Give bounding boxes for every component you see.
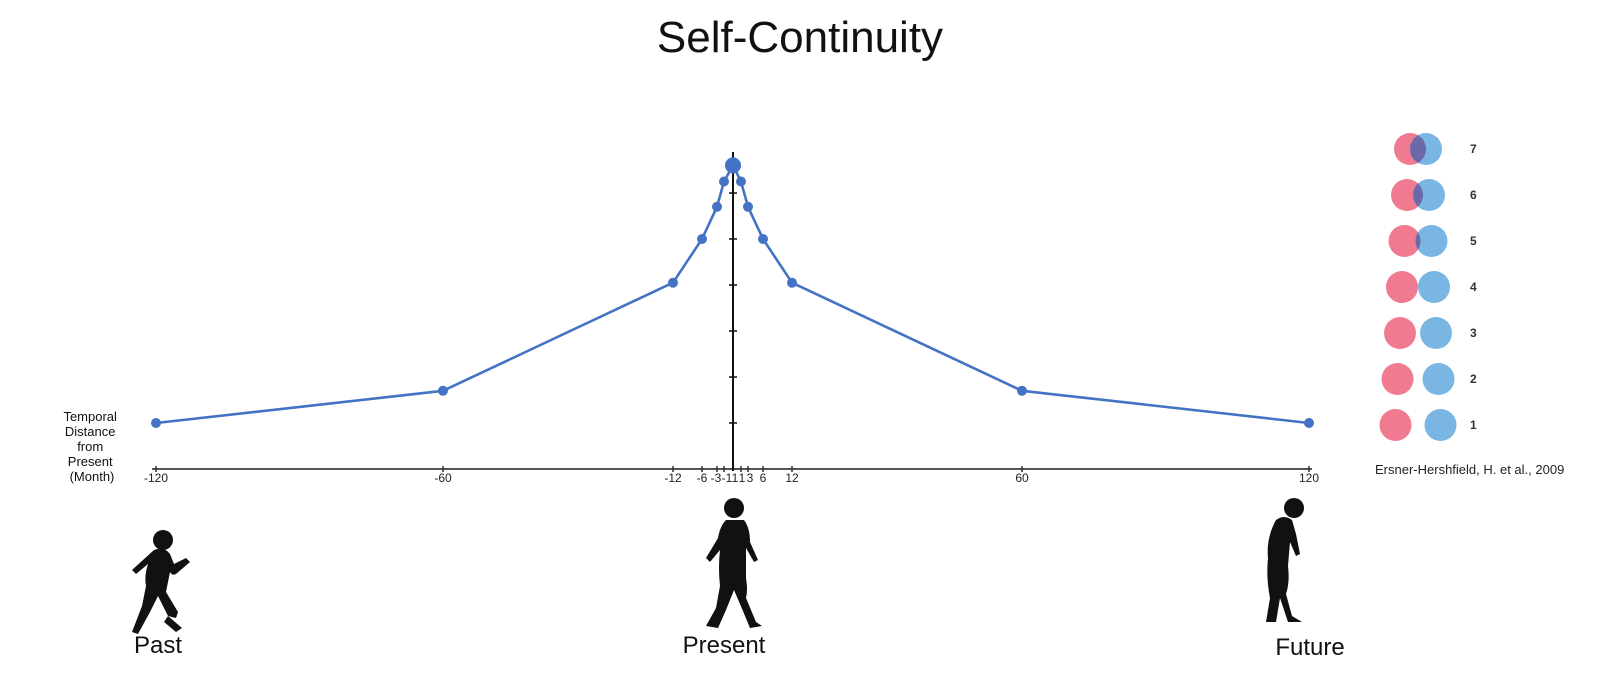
ios-level-5: 5 <box>1388 225 1477 257</box>
ios-level-4: 4 <box>1386 271 1477 303</box>
ios-level-label: 6 <box>1470 188 1477 202</box>
x-axis-title-line: (Month) <box>70 469 115 484</box>
ios-level-label: 2 <box>1470 372 1477 386</box>
data-point <box>1017 385 1027 396</box>
x-tick-label: 3 <box>747 471 754 485</box>
ios-level-label: 5 <box>1470 234 1477 248</box>
x-tick-label: 6 <box>760 471 767 485</box>
x-axis-title-line: Distance <box>65 424 116 439</box>
data-point <box>697 234 707 244</box>
x-tick-label: -3 <box>711 471 722 485</box>
series-points <box>151 157 1314 428</box>
ios-level-2: 2 <box>1381 363 1477 395</box>
ios-level-3: 3 <box>1384 317 1477 349</box>
past-self-circle <box>1388 225 1421 257</box>
data-point <box>758 234 768 244</box>
adult-walking-icon <box>706 498 762 628</box>
ios-level-label: 1 <box>1470 418 1477 432</box>
x-axis-title-line: Temporal <box>63 409 117 424</box>
x-tick-label: 1 <box>732 471 739 485</box>
era-label-future: Future <box>1275 634 1344 661</box>
data-point <box>743 201 753 212</box>
x-axis-title-line: Present <box>68 454 113 469</box>
chart-title: Self-Continuity <box>657 13 943 62</box>
ios-level-label: 4 <box>1470 280 1477 294</box>
ios-level-7: 7 <box>1394 133 1477 165</box>
x-tick-label: 60 <box>1015 471 1029 485</box>
elderly-walking-icon <box>1266 498 1304 622</box>
future-self-circle <box>1420 317 1452 349</box>
data-point <box>736 176 746 187</box>
future-self-circle <box>1418 271 1450 303</box>
past-self-circle <box>1391 179 1423 211</box>
y-axis <box>729 152 737 471</box>
data-point <box>151 418 161 428</box>
x-tick-label: -120 <box>144 471 168 485</box>
ios-level-label: 3 <box>1470 326 1477 340</box>
x-tick-labels: -120 -60 -12 -6 -3 -1 1 1 3 6 12 60 120 <box>144 471 1319 485</box>
data-point <box>668 277 678 288</box>
x-axis-title-line: from <box>77 439 103 454</box>
child-running-icon <box>132 530 190 634</box>
x-tick-label: -60 <box>434 471 452 485</box>
past-self-circle <box>1379 409 1412 441</box>
ios-level-6: 6 <box>1391 179 1477 211</box>
x-tick-label: 1 <box>739 471 746 485</box>
ios-level-1: 1 <box>1379 409 1477 441</box>
ios-scale-legend: 7 6 5 4 3 2 1 <box>1379 133 1477 441</box>
x-tick-label: 12 <box>785 471 799 485</box>
x-tick-label: -12 <box>664 471 682 485</box>
future-self-circle <box>1422 363 1455 395</box>
future-self-circle <box>1413 179 1445 211</box>
x-tick-label: -1 <box>722 471 733 485</box>
era-label-present: Present <box>683 632 766 659</box>
data-point <box>719 176 729 187</box>
future-self-circle <box>1415 225 1448 257</box>
x-tick-label: 120 <box>1299 471 1319 485</box>
data-point <box>787 277 797 288</box>
past-self-circle <box>1381 363 1414 395</box>
era-label-past: Past <box>134 632 182 659</box>
x-tick-label: -6 <box>697 471 708 485</box>
data-point <box>712 201 722 212</box>
future-self-circle <box>1424 409 1457 441</box>
x-axis-title: Temporal Distance from Present (Month) <box>63 409 120 484</box>
data-point <box>725 157 741 174</box>
data-point <box>1304 418 1314 428</box>
data-point <box>438 385 448 396</box>
past-self-circle <box>1384 317 1416 349</box>
ios-level-label: 7 <box>1470 142 1477 156</box>
citation-credit: Ersner-Hershfield, H. et al., 2009 <box>1375 462 1564 477</box>
overlap-region <box>1410 133 1426 165</box>
past-self-circle <box>1386 271 1418 303</box>
